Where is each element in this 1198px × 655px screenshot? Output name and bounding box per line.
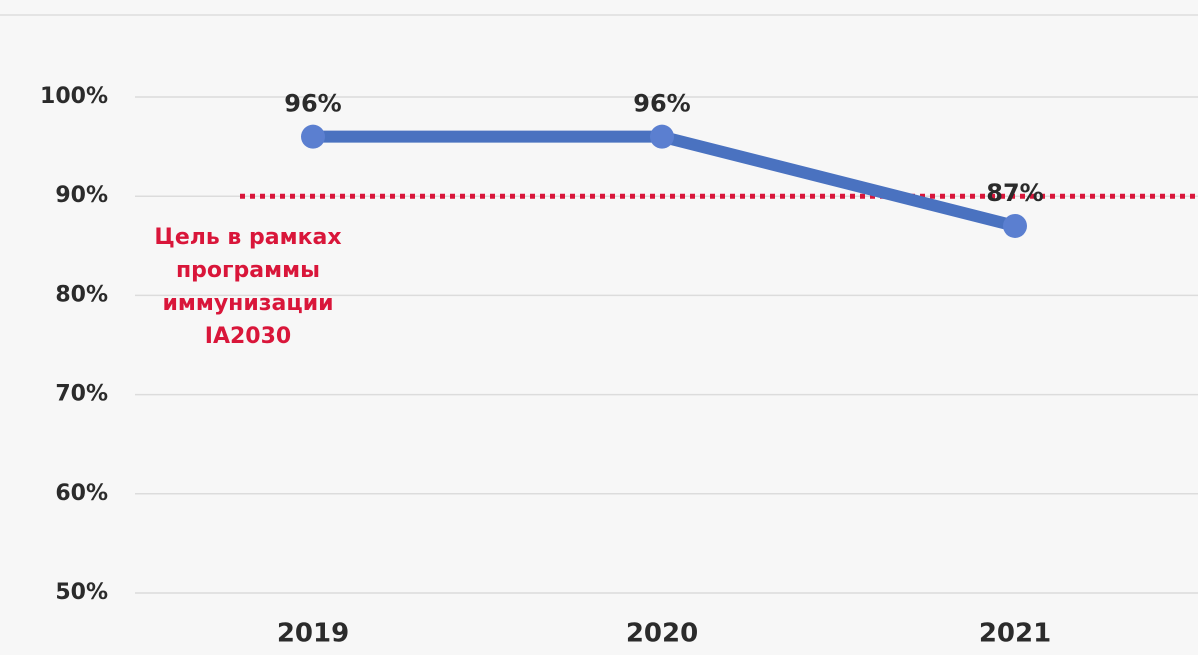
target-label: Цель в рамках xyxy=(154,225,341,250)
data-label: 87% xyxy=(986,179,1043,207)
y-tick-label: 50% xyxy=(55,580,108,605)
x-tick-label: 2021 xyxy=(979,619,1051,649)
y-tick-label: 90% xyxy=(55,183,108,208)
x-tick-label: 2020 xyxy=(626,619,698,649)
marker xyxy=(301,124,325,149)
y-tick-label: 80% xyxy=(55,282,108,307)
marker xyxy=(1003,213,1027,238)
y-tick-label: 60% xyxy=(55,481,108,506)
target-label: IA2030 xyxy=(205,324,291,349)
data-label: 96% xyxy=(633,90,690,118)
y-tick-label: 70% xyxy=(55,382,108,407)
y-tick-label: 100% xyxy=(40,84,108,109)
target-label: программы xyxy=(176,258,320,283)
data-label: 96% xyxy=(284,90,341,118)
marker xyxy=(650,124,674,149)
x-tick-label: 2019 xyxy=(277,619,349,649)
target-label: иммунизации xyxy=(162,291,333,316)
